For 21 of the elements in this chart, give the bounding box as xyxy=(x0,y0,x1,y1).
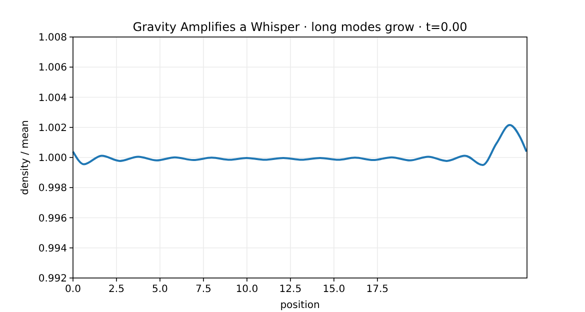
y-tick-label: 1.008 xyxy=(38,32,67,44)
line-series xyxy=(72,124,528,166)
x-tick-label: 5.0 xyxy=(152,284,168,295)
y-tick-label: 0.998 xyxy=(38,183,67,194)
x-tick-label: 17.5 xyxy=(366,284,389,295)
y-tick-label: 0.994 xyxy=(38,243,67,254)
x-axis-title: position xyxy=(280,300,320,311)
y-tick-label: 1.004 xyxy=(38,92,67,104)
y-tick-label: 1.002 xyxy=(38,122,67,134)
x-tick-label: 2.5 xyxy=(108,284,124,295)
y-tick-label: 0.992 xyxy=(38,274,67,284)
chart-title: Gravity Amplifies a Whisper · long modes grow · t=0.00 xyxy=(132,20,468,34)
x-tick-label: 0.0 xyxy=(65,284,81,295)
x-tick-label: 7.5 xyxy=(196,284,212,295)
x-tick-label: 15.0 xyxy=(322,284,346,295)
y-tick-label: 0.996 xyxy=(38,213,67,224)
y-tick-label: 1.006 xyxy=(38,62,67,74)
x-tick-label: 12.5 xyxy=(279,284,302,295)
y-tick-label: 1.000 xyxy=(38,153,67,164)
x-tick-label: 10.0 xyxy=(236,284,258,295)
y-axis-title: density / mean xyxy=(20,120,31,195)
